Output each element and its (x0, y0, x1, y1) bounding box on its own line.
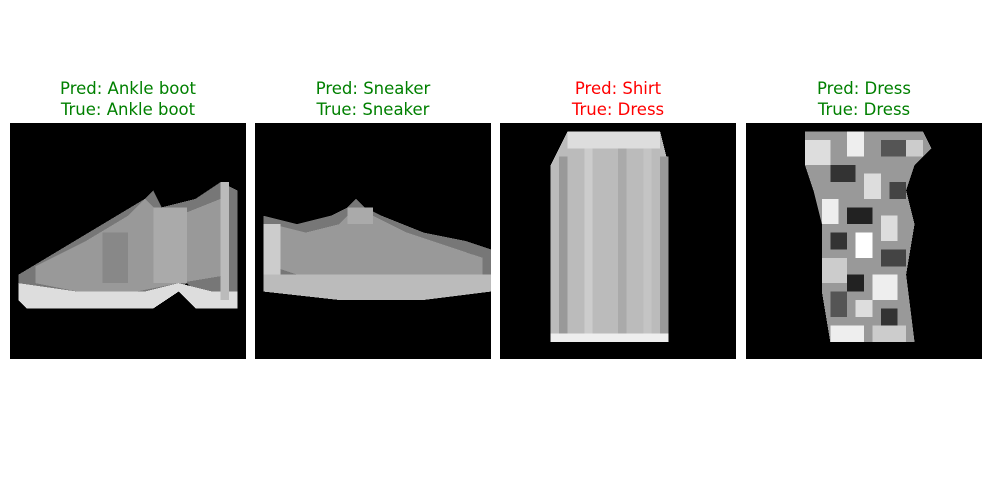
true-label: True: Dress (571, 100, 665, 119)
pred-label: Pred: Sneaker (315, 79, 431, 98)
prediction-panel-1: Pred: Ankle boot True: Ankle boot (10, 78, 246, 359)
prediction-panel-2: Pred: Sneaker True: Sneaker (255, 78, 491, 359)
shirt-like-dress-image (500, 123, 736, 359)
prediction-panel-4: Pred: Dress True: Dress (746, 78, 982, 359)
pred-label: Pred: Shirt (574, 79, 662, 98)
true-label: True: Ankle boot (60, 100, 196, 119)
true-label: True: Sneaker (316, 100, 430, 119)
sneaker-image (255, 123, 491, 359)
panel-caption: Pred: Ankle boot True: Ankle boot (10, 78, 246, 120)
pred-label: Pred: Dress (817, 79, 911, 98)
prediction-panel-3: Pred: Shirt True: Dress (500, 78, 736, 359)
ankle-boot-image (10, 123, 246, 359)
pred-label: Pred: Ankle boot (60, 79, 196, 98)
panel-caption: Pred: Sneaker True: Sneaker (255, 78, 491, 120)
panel-caption: Pred: Shirt True: Dress (500, 78, 736, 120)
true-label: True: Dress (817, 100, 911, 119)
panel-caption: Pred: Dress True: Dress (746, 78, 982, 120)
patterned-dress-image (746, 123, 982, 359)
